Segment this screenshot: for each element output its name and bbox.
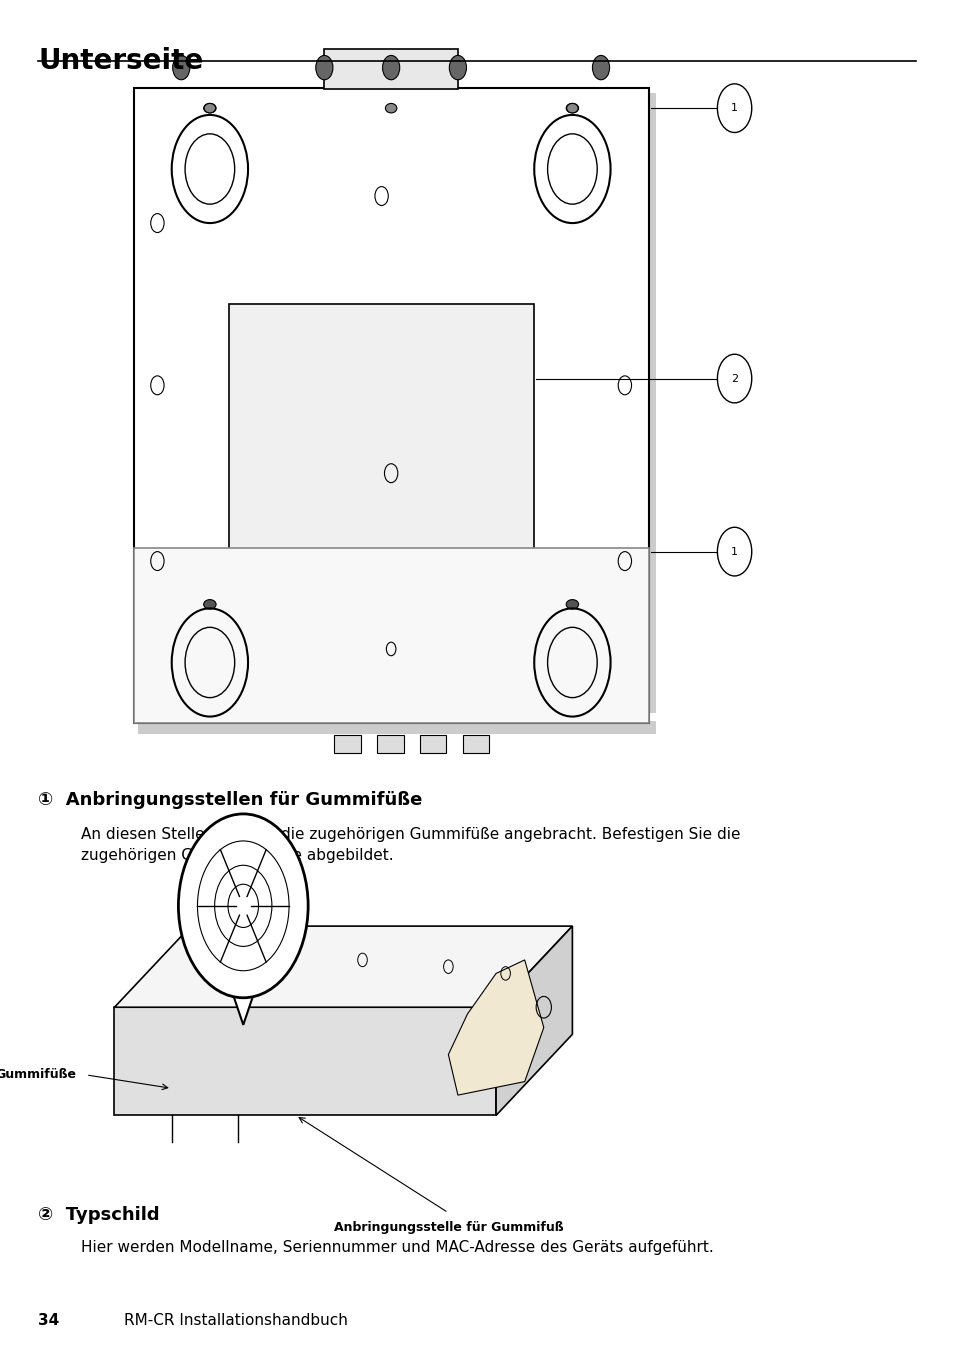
Circle shape (449, 55, 466, 80)
Text: 1: 1 (730, 103, 738, 114)
Polygon shape (114, 1007, 496, 1115)
Polygon shape (496, 926, 572, 1115)
Ellipse shape (204, 103, 215, 112)
FancyBboxPatch shape (462, 735, 489, 753)
Circle shape (178, 814, 308, 998)
Ellipse shape (566, 103, 578, 112)
Circle shape (315, 55, 333, 80)
Ellipse shape (204, 600, 215, 608)
Text: Unterseite: Unterseite (38, 47, 203, 76)
FancyBboxPatch shape (229, 304, 534, 561)
FancyBboxPatch shape (138, 721, 656, 734)
FancyBboxPatch shape (648, 93, 656, 713)
Circle shape (172, 55, 190, 80)
Text: Anbringungsstelle für Gummifuß: Anbringungsstelle für Gummifuß (334, 1221, 562, 1234)
FancyBboxPatch shape (133, 88, 648, 723)
Ellipse shape (204, 103, 215, 112)
Text: 2: 2 (730, 373, 738, 384)
Text: An diesen Stellen werden die zugehörigen Gummifüße angebracht. Befestigen Sie di: An diesen Stellen werden die zugehörigen… (81, 827, 740, 864)
Polygon shape (232, 991, 254, 1025)
Polygon shape (448, 960, 543, 1095)
FancyBboxPatch shape (133, 548, 648, 723)
Text: ②  Typschild: ② Typschild (38, 1206, 159, 1224)
Text: 34: 34 (38, 1313, 59, 1328)
Text: ①  Anbringungsstellen für Gummifüße: ① Anbringungsstellen für Gummifüße (38, 791, 422, 808)
Circle shape (592, 55, 609, 80)
FancyBboxPatch shape (419, 735, 446, 753)
Ellipse shape (566, 103, 578, 112)
Polygon shape (114, 926, 572, 1007)
Ellipse shape (385, 103, 396, 112)
FancyBboxPatch shape (334, 735, 360, 753)
Text: Hier werden Modellname, Seriennummer und MAC-Adresse des Geräts aufgeführt.: Hier werden Modellname, Seriennummer und… (81, 1240, 713, 1255)
FancyBboxPatch shape (376, 735, 403, 753)
Circle shape (382, 55, 399, 80)
FancyBboxPatch shape (324, 49, 457, 89)
Ellipse shape (566, 600, 578, 608)
Text: 1: 1 (730, 546, 738, 557)
Text: Gummifüße: Gummifüße (0, 1068, 76, 1082)
Text: RM-CR Installationshandbuch: RM-CR Installationshandbuch (124, 1313, 348, 1328)
